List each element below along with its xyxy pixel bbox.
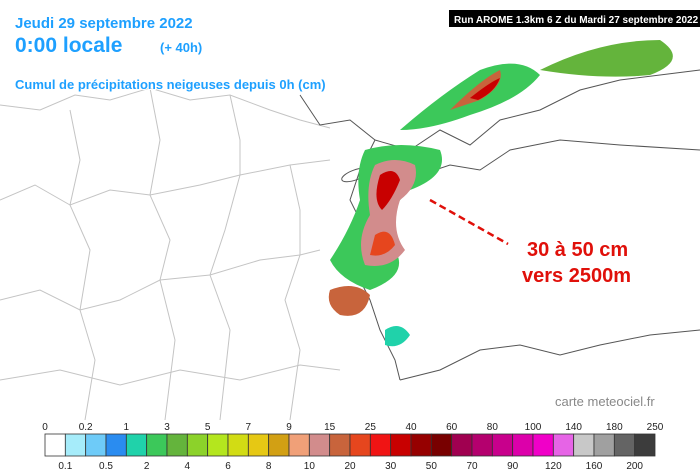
legend-label: 15 — [324, 422, 336, 433]
legend-label: 4 — [185, 461, 191, 472]
color-box — [451, 433, 473, 457]
legend-label: 2 — [144, 461, 150, 472]
legend-label: 1 — [124, 422, 130, 433]
color-box — [491, 433, 514, 457]
legend-label: 10 — [304, 461, 316, 472]
legend-label: 50 — [426, 461, 438, 472]
lead-time: (+ 40h) — [160, 40, 202, 55]
snow-area — [328, 286, 370, 316]
legend-label: 180 — [606, 422, 623, 433]
annotation: 30 à 50 cm — [527, 239, 628, 261]
color-box — [105, 433, 127, 457]
legend-label: 30 — [385, 461, 397, 472]
legend-label: 0.2 — [79, 422, 93, 433]
legend-label: 60 — [446, 422, 458, 433]
snow-area — [450, 70, 501, 110]
region-borders — [0, 87, 341, 421]
snow-area — [470, 78, 500, 100]
legend-label: 8 — [266, 461, 272, 472]
border — [0, 364, 341, 386]
legend-label: 40 — [405, 422, 417, 433]
legend-label: 200 — [626, 461, 643, 472]
legend-label: 7 — [246, 422, 252, 433]
color-box — [288, 433, 310, 457]
color-box — [166, 433, 188, 457]
color-box — [512, 433, 534, 457]
color-box — [125, 433, 148, 457]
border — [209, 94, 241, 421]
snow-field — [328, 40, 673, 347]
annotation-arrow — [429, 198, 509, 246]
color-box — [390, 433, 412, 457]
color-box — [369, 433, 392, 457]
country-border — [374, 69, 700, 151]
color-box — [593, 433, 615, 457]
border — [69, 109, 96, 421]
legend-label: 140 — [565, 422, 582, 433]
run-box — [449, 10, 700, 27]
color-box — [44, 433, 66, 457]
color-box — [410, 433, 432, 457]
color-box — [532, 433, 554, 457]
legend-label: 0.5 — [99, 461, 113, 472]
legend-label: 3 — [164, 422, 170, 433]
snow-area — [540, 40, 673, 77]
color-box — [186, 433, 209, 457]
color-box — [613, 433, 636, 457]
legend-label: 6 — [225, 461, 231, 472]
color-box — [227, 433, 249, 457]
annotation: vers 2500m — [522, 265, 631, 287]
color-box — [247, 433, 270, 457]
legend-label: 9 — [286, 422, 292, 433]
legend-label: 25 — [365, 422, 377, 433]
legend-label: 0 — [42, 422, 48, 433]
legend-label: 70 — [466, 461, 478, 472]
border — [0, 87, 331, 129]
legend-label: 90 — [507, 461, 519, 472]
color-box — [85, 433, 107, 457]
color-box — [349, 433, 371, 457]
time: 0:00 locale — [15, 34, 122, 57]
legend-label: 250 — [647, 422, 664, 433]
coastline — [399, 329, 700, 381]
color-box — [573, 433, 595, 457]
legend-label: 80 — [487, 422, 499, 433]
credit: carte meteociel.fr — [555, 394, 655, 409]
legend-label: 5 — [205, 422, 211, 433]
date: Jeudi 29 septembre 2022 — [15, 15, 193, 32]
legend-label: 100 — [525, 422, 542, 433]
snow-area — [385, 326, 410, 347]
color-box — [430, 433, 453, 457]
run-info: Run AROME 1.3km 6 Z du Mardi 27 septembr… — [454, 15, 699, 26]
color-box — [471, 433, 493, 457]
border — [284, 164, 301, 421]
color-box — [552, 433, 575, 457]
product: Cumul de précipitations neigeuses depuis… — [15, 77, 326, 92]
legend-label: 20 — [344, 461, 356, 472]
color-box — [308, 433, 331, 457]
color-box — [146, 433, 168, 457]
legend-label: 160 — [586, 461, 603, 472]
legend-label: 0.1 — [58, 461, 72, 472]
legend-label: 120 — [545, 461, 562, 472]
color-box — [207, 433, 229, 457]
color-box — [268, 433, 290, 457]
color-box — [329, 433, 351, 457]
color-box — [64, 433, 87, 457]
color-box — [634, 433, 656, 457]
snow-area — [370, 231, 395, 256]
snow-area — [376, 171, 400, 210]
border — [149, 87, 176, 421]
colorbar: 0 0.1 0.2 0.5 1 2 3 4 5 6 7 8 9 10 15 20 25 30 40 50 60 70 80 9… — [42, 422, 664, 472]
